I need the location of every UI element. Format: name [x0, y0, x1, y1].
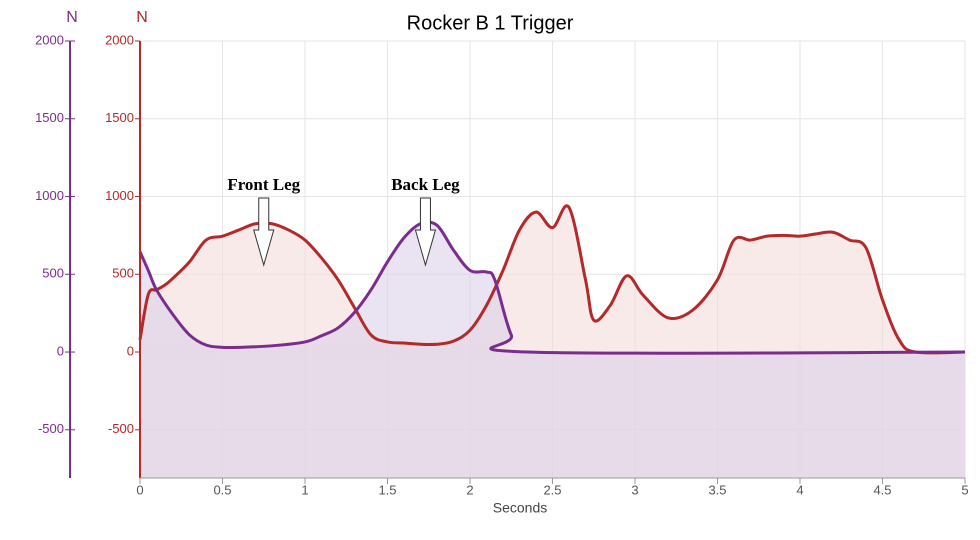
- y2-axis-label: N: [66, 9, 78, 26]
- y2-tick-label: 0: [57, 343, 64, 358]
- y-tick-label: -500: [108, 421, 134, 436]
- y-tick-label: 1500: [105, 110, 134, 125]
- annotation: Back Leg: [391, 175, 460, 194]
- y2-tick-label: 500: [42, 266, 64, 281]
- x-tick-label: 2.5: [543, 482, 561, 497]
- y-tick-label: 2000: [105, 32, 134, 47]
- x-tick-label: 3.5: [708, 482, 726, 497]
- x-tick-label: 1.5: [378, 482, 396, 497]
- x-tick-label: 4.5: [873, 482, 891, 497]
- y-axis-label: N: [136, 9, 148, 26]
- annotation-arrow: [414, 197, 437, 267]
- line: [138, 220, 966, 355]
- chart-title: Rocker B 1 Trigger: [407, 12, 574, 34]
- x-tick-label: 3: [631, 482, 638, 497]
- x-tick-label: 0: [136, 482, 143, 497]
- x-tick-label: 5: [961, 482, 968, 497]
- y-tick-label: 1000: [105, 188, 134, 203]
- area-fill: [140, 222, 965, 478]
- y2-tick-label: 1000: [35, 188, 64, 203]
- x-tick-label: 4: [796, 482, 803, 497]
- x-tick-label: 0.5: [213, 482, 231, 497]
- y-tick-label: 0: [127, 343, 134, 358]
- x-tick-label: 2: [466, 482, 473, 497]
- x-tick-label: 1: [301, 482, 308, 497]
- annotation: Front Leg: [227, 175, 300, 194]
- line: [138, 204, 966, 355]
- y2-tick-label: 2000: [35, 32, 64, 47]
- annotation-arrow: [253, 197, 275, 267]
- y-tick-label: 500: [112, 266, 134, 281]
- y2-tick-label: 1500: [35, 110, 64, 125]
- y2-tick-label: -500: [38, 421, 64, 436]
- x-axis-label: Seconds: [493, 500, 547, 516]
